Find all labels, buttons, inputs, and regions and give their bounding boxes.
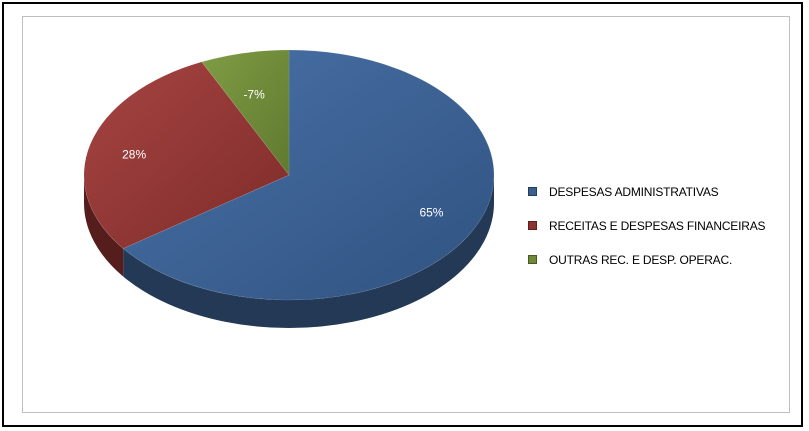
- legend-item-despesas-administrativas: DESPESAS ADMINISTRATIVAS: [528, 183, 788, 200]
- chart-area: 65% 28% -7% DESPESAS ADMINISTRATIVAS RECEI…: [22, 16, 790, 413]
- pie-data-label-1: 28%: [122, 147, 146, 161]
- legend-label: RECEITAS E DESPESAS FINANCEIRAS: [549, 218, 766, 233]
- pie-side-0: [123, 175, 494, 328]
- pie-chart: 65% 28% -7%: [83, 49, 495, 328]
- pie-slice-0: [122, 49, 495, 301]
- legend: DESPESAS ADMINISTRATIVAS RECEITAS E DESP…: [528, 183, 788, 285]
- legend-swatch: [528, 255, 537, 264]
- legend-label: DESPESAS ADMINISTRATIVAS: [549, 184, 719, 199]
- pie-side-1: [84, 175, 124, 277]
- pie-labels: 65% 28% -7%: [122, 87, 444, 219]
- pie-sides: [84, 175, 494, 328]
- legend-swatch: [528, 187, 537, 196]
- legend-swatch: [528, 221, 537, 230]
- pie-data-label-0: 65%: [419, 205, 443, 219]
- pie-slice-2: [201, 49, 290, 176]
- pie-data-label-2: -7%: [243, 87, 265, 101]
- pie-tops: [83, 49, 495, 301]
- legend-item-outras-rec-desp-operac: OUTRAS REC. E DESP. OPERAC.: [528, 251, 788, 268]
- pie-slice-1: [83, 61, 290, 249]
- chart-frame: 65% 28% -7% DESPESAS ADMINISTRATIVAS RECEI…: [2, 2, 803, 427]
- legend-label: OUTRAS REC. E DESP. OPERAC.: [549, 252, 733, 267]
- legend-item-receitas-despesas-financeiras: RECEITAS E DESPESAS FINANCEIRAS: [528, 217, 788, 234]
